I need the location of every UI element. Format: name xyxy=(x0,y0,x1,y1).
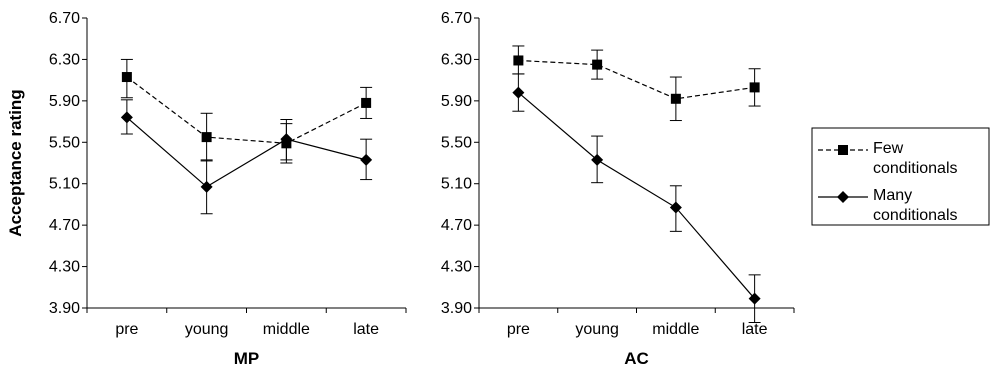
legend: Few conditionals Many conditionals xyxy=(811,127,990,226)
y-tick-label: 6.30 xyxy=(49,51,80,68)
legend-square-marker xyxy=(838,145,848,155)
series-line xyxy=(517,92,756,300)
y-axis-title: Acceptance rating xyxy=(6,89,25,236)
y-tick-label: 5.50 xyxy=(49,134,80,151)
x-tick-label: late xyxy=(353,321,379,338)
diamond-marker xyxy=(120,111,133,124)
diamond-marker xyxy=(512,86,525,99)
y-tick-label: 4.70 xyxy=(49,217,80,234)
x-tick-label: pre xyxy=(115,321,138,338)
square-marker xyxy=(361,97,372,108)
series-line xyxy=(126,76,367,144)
diamond-marker xyxy=(280,133,293,146)
square-marker xyxy=(201,132,212,143)
square-marker xyxy=(592,59,603,70)
diamond-marker xyxy=(360,153,373,166)
y-tick-label: 4.70 xyxy=(441,217,472,234)
y-tick-label: 3.90 xyxy=(441,300,472,317)
x-tick-label: young xyxy=(185,321,229,338)
y-tick-label: 3.90 xyxy=(49,300,80,317)
diamond-marker xyxy=(748,292,761,305)
diamond-marker xyxy=(591,153,604,166)
x-tick-label: young xyxy=(575,321,619,338)
legend-label-line1: Few xyxy=(873,140,904,157)
y-tick-label: 6.70 xyxy=(441,10,472,27)
x-tick-label: middle xyxy=(652,321,699,338)
y-tick-label: 5.90 xyxy=(441,93,472,110)
ac-panel: 3.90 4.30 4.70 5.10 5.50 5.90 6.30 6.70 pre young… xyxy=(441,10,795,368)
mp-panel: 3.90 4.30 4.70 5.10 5.50 5.90 6.30 6.70 pre young… xyxy=(6,10,407,368)
x-tick-label: middle xyxy=(263,321,310,338)
square-marker xyxy=(670,93,681,104)
series-line xyxy=(518,59,755,100)
x-tick-label: pre xyxy=(507,321,530,338)
square-marker xyxy=(749,82,760,93)
legend-label-line1: Many xyxy=(873,187,912,204)
x-axis-title: AC xyxy=(624,349,649,368)
y-tick-label: 5.50 xyxy=(441,134,472,151)
x-tick-label: late xyxy=(742,321,768,338)
legend-diamond-marker xyxy=(837,191,849,203)
square-marker xyxy=(513,55,524,66)
x-axis-title: MP xyxy=(234,349,260,368)
diamond-marker xyxy=(200,180,213,193)
legend-label-line2: conditionals xyxy=(873,207,958,224)
y-tick-label: 4.30 xyxy=(441,259,472,276)
y-tick-label: 5.10 xyxy=(441,176,472,193)
legend-box xyxy=(811,127,990,226)
y-tick-label: 5.90 xyxy=(49,93,80,110)
y-tick-label: 6.30 xyxy=(441,51,472,68)
y-tick-label: 6.70 xyxy=(49,10,80,27)
legend-label-line2: conditionals xyxy=(873,160,958,177)
y-tick-label: 5.10 xyxy=(49,176,80,193)
y-tick-label: 4.30 xyxy=(49,259,80,276)
series-line xyxy=(126,116,367,188)
square-marker xyxy=(121,72,132,83)
diamond-marker xyxy=(669,201,682,214)
